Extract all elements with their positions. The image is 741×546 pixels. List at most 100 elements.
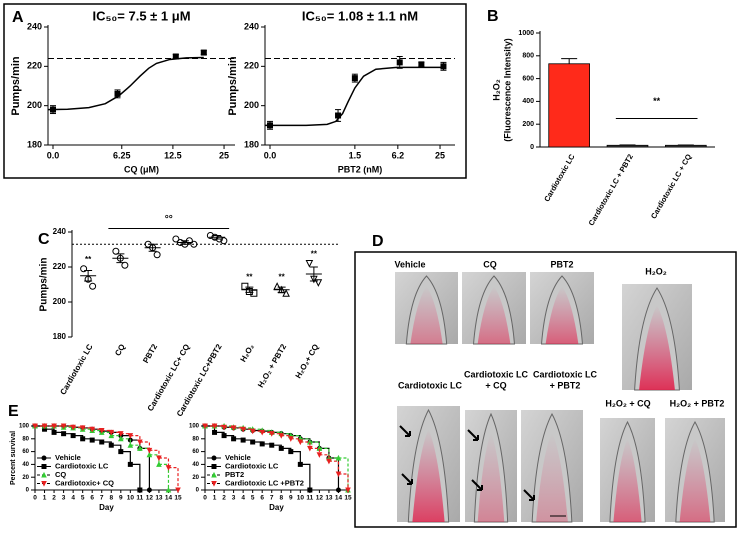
marker (200, 49, 207, 56)
marker (108, 432, 115, 439)
marker (345, 487, 351, 494)
micrograph (665, 418, 725, 523)
marker (249, 428, 256, 435)
x-axis-title: Day (269, 503, 284, 512)
y-tick-label: 220 (27, 61, 42, 71)
bar (665, 144, 707, 148)
marker (305, 260, 314, 268)
marker (211, 455, 217, 461)
x-tick-label: 12.5 (164, 150, 182, 160)
marker (127, 442, 134, 448)
marker (114, 90, 121, 97)
y-tick-label: 1000 (518, 30, 534, 37)
micrograph (395, 272, 458, 345)
marker (172, 53, 179, 60)
legend-label: Cardiotoxic LC (55, 461, 109, 470)
x-tick-label: 6.2 (392, 150, 405, 160)
x-tick-label: 3 (62, 495, 66, 502)
x-tick-label: 9 (289, 495, 293, 502)
micrograph-label: + PBT2 (550, 380, 581, 390)
significance-label: ** (85, 255, 92, 264)
micrograph (397, 406, 460, 523)
marker (297, 439, 304, 446)
marker (137, 487, 143, 493)
marker (70, 424, 76, 431)
x-tick-label: 6 (90, 495, 94, 502)
marker (314, 279, 323, 287)
marker (70, 433, 76, 439)
marker (127, 461, 133, 467)
survival-step (319, 447, 330, 458)
marker (108, 442, 114, 448)
bar (548, 63, 590, 148)
micrograph (465, 410, 517, 523)
marker (245, 288, 253, 295)
arrow (467, 429, 479, 441)
marker (250, 289, 258, 297)
marker (211, 464, 217, 469)
legend-label: PBT2 (225, 470, 244, 479)
worm-stain (477, 286, 511, 344)
worm-stain (679, 438, 711, 522)
marker (79, 425, 86, 432)
marker (112, 247, 120, 255)
x-tick-label: 6 (260, 495, 264, 502)
marker (335, 487, 341, 493)
marker (220, 237, 228, 245)
micrograph-label: H₂O₂ (645, 266, 667, 276)
arrow (471, 479, 483, 491)
x-tick-label: Cardiotoxic LC (542, 152, 577, 203)
x-tick-label: 1.5 (349, 150, 362, 160)
y-tick-label: 20 (192, 475, 199, 481)
bracket-label: °° (165, 214, 173, 225)
marker (211, 233, 219, 241)
y-tick-label: 600 (522, 75, 534, 82)
x-tick-label: 8 (109, 495, 113, 502)
y-axis-title: Pumps/min (39, 258, 50, 312)
x-tick-label: 13 (325, 495, 333, 502)
survival-step (158, 457, 170, 468)
significance-label: ** (246, 272, 253, 281)
marker (307, 487, 313, 493)
significance-label: ** (311, 250, 318, 259)
marker (137, 439, 143, 446)
marker (118, 449, 124, 455)
x-tick-label: 2 (222, 495, 226, 502)
marker (396, 59, 403, 66)
panel-label: B (487, 8, 499, 25)
marker (165, 486, 172, 493)
x-tick-label: 0.0 (264, 150, 277, 160)
y-tick-label: 200 (244, 100, 259, 110)
marker (175, 487, 181, 494)
x-tick-label: 10 (297, 495, 305, 502)
marker (278, 433, 285, 439)
marker (282, 289, 290, 297)
y-axis-title: Pumps/min (227, 56, 239, 116)
y-tick-label: 200 (53, 297, 67, 306)
marker (137, 445, 143, 451)
x-tick-label: 2 (52, 495, 56, 502)
x-axis-title: PBT2 (nM) (338, 164, 383, 174)
x-tick-label: 0.0 (47, 150, 60, 160)
x-tick-label: 6.25 (113, 150, 131, 160)
y-tick-label: 800 (522, 53, 534, 60)
y-tick-label: 180 (53, 332, 67, 341)
marker (230, 425, 237, 432)
marker (418, 61, 425, 68)
panel-a-frame (3, 3, 467, 179)
x-tick-label: 5 (251, 495, 255, 502)
x-tick-label: 1 (213, 495, 217, 502)
marker (156, 461, 162, 467)
marker (117, 435, 124, 442)
micrograph-label: PBT2 (550, 259, 573, 269)
y-tick-label: 60 (22, 449, 29, 455)
x-tick-label: 14 (335, 495, 343, 502)
micrograph (521, 410, 583, 523)
marker (211, 471, 217, 478)
y-tick-label: 80 (192, 436, 199, 442)
x-tick-label: CQ (113, 343, 127, 358)
marker (153, 251, 161, 259)
marker (316, 452, 323, 458)
x-axis-title: CQ (μM) (124, 164, 159, 174)
marker (156, 455, 162, 462)
